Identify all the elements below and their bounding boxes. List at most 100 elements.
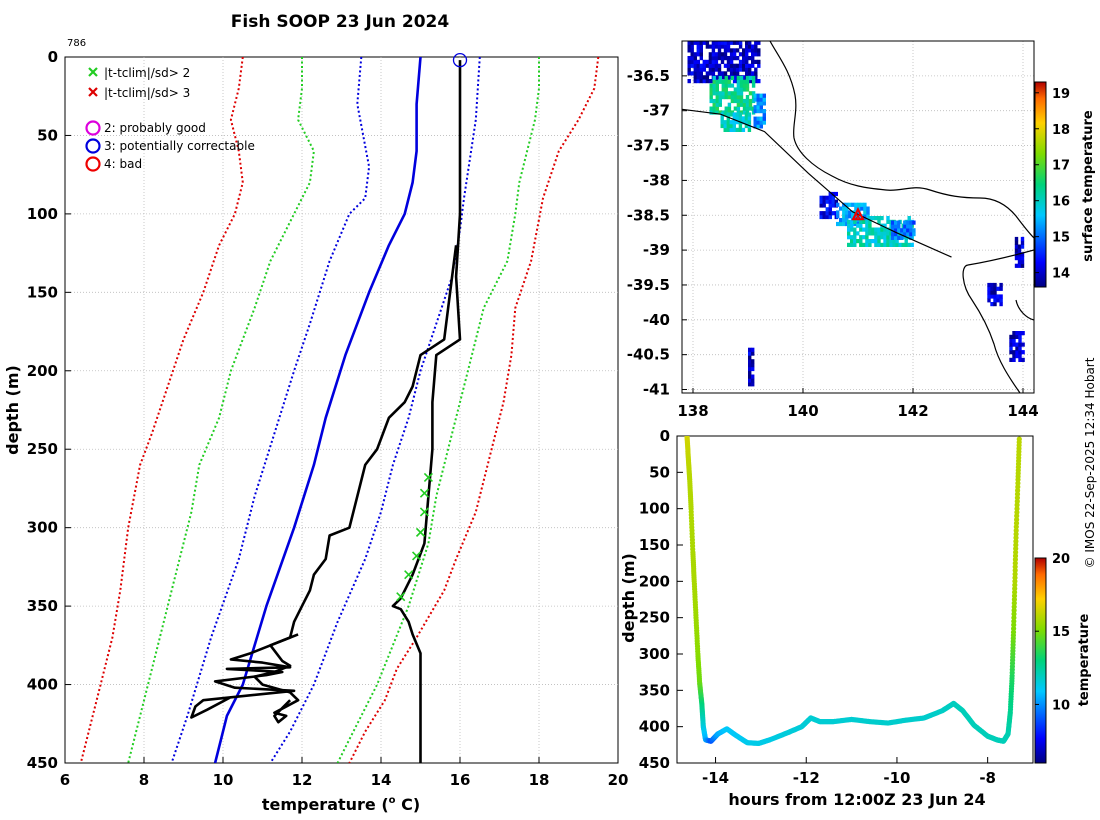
map-sst-cell [751,48,755,53]
map-sst-cell [736,91,741,96]
map-sst-cell [723,71,728,76]
map-sst-cell [745,48,749,53]
map-sst-cell [699,52,703,57]
map-sst-cell [859,239,863,244]
profile-xtick-label: 16 [450,771,471,789]
map-sst-cell [822,203,826,208]
map-sst-cell [883,235,887,240]
map-sst-cell [756,101,760,106]
map-sst-cell [738,116,743,121]
map-sst-cell [727,91,732,96]
track-xtick-label: -12 [793,769,820,787]
map-sst-cell [717,67,722,72]
map-sst-cell [724,91,728,96]
map-sst-cell [757,63,761,68]
map-sst-cell [723,41,728,45]
map-sst-cell [754,52,758,57]
map-sst-cell [745,106,750,111]
map-sst-cell [745,52,749,57]
map-sst-cell [874,231,878,236]
map-sst-cell [726,123,730,129]
map-sst-cell [894,232,898,237]
map-sst-cell [732,75,737,80]
map-sst-cell [696,79,700,84]
map-sst-cell [754,59,758,64]
map-sst-cell [717,71,722,76]
map-sst-cell [874,216,878,221]
profile-series-mean-2-sd [127,57,315,763]
map-sst-cell [753,97,757,102]
profile-ytick-label: 200 [27,362,58,380]
map-sst-cell [736,83,741,88]
map-sst-cell [712,79,716,84]
map-sst-cell [839,218,843,223]
map-sst-cell [751,374,755,379]
map-sst-cell [871,216,875,221]
map-sst-cell [721,91,725,96]
map-sst-cell [699,71,703,76]
map-sst-cell [741,116,746,121]
map-sst-cell [1015,346,1019,351]
map-sst-cell [839,206,843,211]
map-sst-cell [871,239,875,244]
map-sst-cell [759,120,763,125]
map-sst-cell [753,120,757,125]
map-sst-cell [723,63,728,68]
map-sst-cell [730,83,735,88]
profile-flag-sd2 [423,472,433,483]
map-xtick-label: 138 [677,402,708,420]
map-sst-cell [862,227,866,232]
map-sst-cell [831,203,835,208]
map-sst-cell [726,112,730,117]
map-sst-cell [897,220,901,225]
map-sst-cell [1014,240,1019,245]
map-ship-track [682,108,952,258]
map-sst-cell [753,105,757,110]
map-sst-cell [714,59,719,64]
map-sst-cell [877,216,881,221]
map-sst-cell [735,120,739,125]
track-colorbar-ticks: 10 15 20 [1035,552,1070,713]
map-sst-cell [690,41,694,45]
map-sst-cell [759,101,763,106]
map-ytick-label: -36.5 [627,67,670,85]
map-sst-cell [708,59,713,64]
map-sst-cell [859,223,863,228]
map-sst-cell [687,59,691,64]
map-sst-cell [712,83,716,88]
track-panel: -14 -12 -10 -8 0 50 100 150 200 250 300 350 400 450 h… [619,427,1092,809]
map-sst-cell [845,214,849,219]
legend-sd3: |t-tclim|/sd> 3 [104,86,190,100]
map-sst-cell [886,231,890,236]
map-sst-cell [1018,350,1022,355]
map-sst-cell [757,59,761,64]
map-sst-cell [990,302,994,307]
profile-ytick-label: 250 [27,440,58,458]
map-sst-cell [699,67,703,72]
map-sst-cell [736,87,741,92]
map-sst-cell [909,235,913,240]
map-sst-cell [1009,338,1013,343]
map-sst-cell [723,123,727,129]
map-sst-cell [1020,259,1025,265]
map-sst-cell [868,239,872,244]
map-sst-cell [898,242,902,247]
track-xtick-label: -8 [979,769,996,787]
map-sst-cell [687,79,691,84]
map-sst-cell [987,298,991,303]
map-sst-cell [751,351,755,356]
map-sst-cell [753,93,757,98]
map-sst-cell [738,127,743,132]
track-points [684,436,1022,747]
map-sst-cell [696,67,700,72]
map-sst-cell [702,63,706,68]
map-sst-cell [712,106,716,111]
track-point [1014,495,1021,501]
track-point [1011,626,1017,632]
map-sst-cell [891,220,895,225]
map-sst-cell [720,75,725,80]
map-sst-cell [718,91,722,96]
map-sst-cell [819,195,823,200]
map-sst-cell [745,95,750,100]
map-sst-cell [715,110,719,115]
